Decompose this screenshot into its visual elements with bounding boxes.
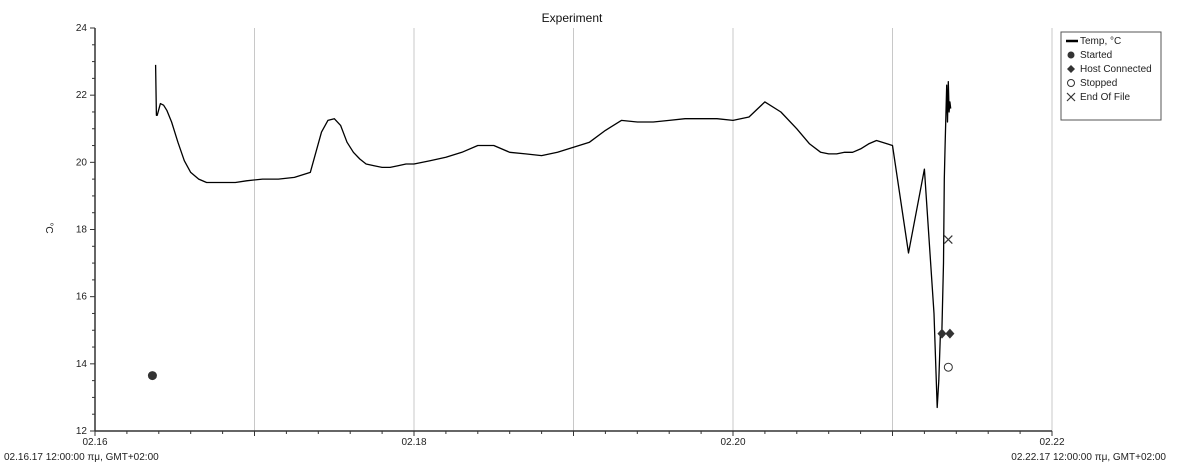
legend-box: [1060, 31, 1162, 121]
marker-stopped: [943, 362, 953, 372]
marker-host-connected: [945, 328, 955, 339]
x-axis-ticks: 02.16 02.18 02.20 02.22: [82, 431, 1065, 448]
y-tick-label: 24: [76, 23, 88, 34]
y-tick-label: 18: [76, 225, 88, 236]
legend-label-temp: Temp, °C: [1080, 36, 1121, 47]
vertical-gridlines: [254, 28, 1053, 431]
y-tick-label: 20: [76, 157, 88, 168]
y-tick-label: 22: [76, 90, 88, 101]
y-axis-label: °C: [43, 222, 54, 233]
legend-label-host-connected: Host Connected: [1080, 64, 1152, 75]
legend: Temp, °C Started Host Connected Stopped …: [1060, 31, 1162, 121]
y-axis-ticks: 12 14 16 18 20 22 24: [76, 23, 95, 437]
x-tick-label: 02.16: [82, 437, 107, 448]
marker-end-of-file: [943, 235, 953, 244]
series-line-temp: [154, 64, 952, 409]
legend-swatch-started: [1067, 51, 1075, 59]
legend-swatch-stopped: [1067, 79, 1075, 87]
legend-label-end-of-file: End Of File: [1080, 92, 1130, 103]
x-tick-label: 02.22: [1039, 437, 1064, 448]
legend-swatch-end-of-file: [1066, 92, 1076, 102]
marker-host-connected: [937, 328, 947, 339]
y-tick-label: 12: [76, 426, 88, 437]
x-tick-label: 02.20: [720, 437, 745, 448]
x-axis-end-label: 02.22.17 12:00:00 πμ, GMT+02:00: [1011, 452, 1166, 463]
legend-label-started: Started: [1080, 50, 1112, 61]
x-tick-label: 02.18: [401, 437, 426, 448]
legend-swatch-host-connected: [1067, 65, 1075, 73]
x-axis-start-label: 02.16.17 12:00:00 πμ, GMT+02:00: [4, 452, 159, 463]
legend-label-stopped: Stopped: [1080, 78, 1117, 89]
chart-title: Experiment: [542, 11, 603, 25]
y-tick-label: 16: [76, 292, 88, 303]
series-layer: [154, 64, 952, 409]
marker-started: [147, 371, 157, 381]
marker-layer: [147, 235, 955, 381]
y-tick-label: 14: [76, 359, 88, 370]
